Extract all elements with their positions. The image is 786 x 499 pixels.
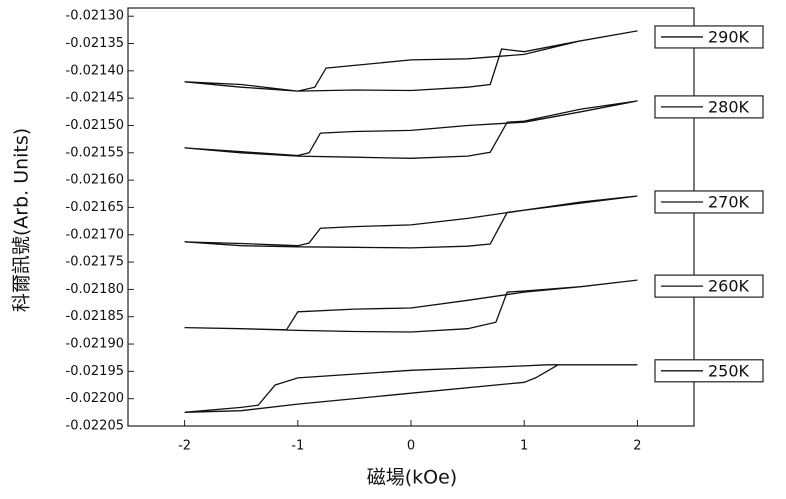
x-tick-label: -2	[178, 439, 191, 454]
loop-line	[184, 195, 638, 249]
y-tick-label: -0.02180	[66, 282, 124, 297]
y-axis-label: 科爾訊號(Arb. Units)	[11, 128, 33, 312]
x-tick-label: -1	[291, 439, 304, 454]
y-tick-label: -0.02150	[66, 118, 124, 133]
loop-line	[184, 30, 638, 92]
y-tick-label: -0.02130	[66, 9, 124, 24]
legend-box	[654, 274, 764, 298]
x-tick-label: 1	[520, 439, 528, 454]
legend-box	[654, 190, 764, 214]
legend-box	[654, 95, 764, 119]
legend-label: 250K	[708, 361, 750, 380]
loop-line	[184, 279, 638, 333]
x-tick-label: 0	[407, 439, 415, 454]
y-tick-label: -0.02165	[66, 200, 124, 215]
legend-label: 270K	[708, 192, 750, 211]
y-tick-label: -0.02190	[66, 337, 124, 352]
legend-label: 290K	[708, 27, 750, 46]
y-tick-label: -0.02195	[66, 364, 124, 379]
legend-label: 260K	[708, 277, 750, 296]
y-tick-label: -0.02175	[66, 255, 124, 270]
y-tick-label: -0.02185	[66, 309, 124, 324]
plot-frame	[127, 7, 695, 427]
y-tick-label: -0.02205	[66, 419, 124, 434]
y-tick-label: -0.02135	[66, 36, 124, 51]
y-tick-label: -0.02145	[66, 91, 124, 106]
x-axis-label: 磁場(kOe)	[367, 467, 457, 489]
y-tick-label: -0.02160	[66, 173, 124, 188]
legend-label: 280K	[708, 97, 750, 116]
y-tick-label: -0.02155	[66, 145, 124, 160]
loop-line	[184, 364, 638, 413]
loop-line	[184, 100, 638, 159]
x-tick-label: 2	[633, 439, 641, 454]
y-tick-label: -0.02200	[66, 391, 124, 406]
y-tick-label: -0.02170	[66, 227, 124, 242]
legend-box	[654, 359, 764, 383]
y-tick-label: -0.02140	[66, 63, 124, 78]
legend-box	[654, 25, 764, 49]
